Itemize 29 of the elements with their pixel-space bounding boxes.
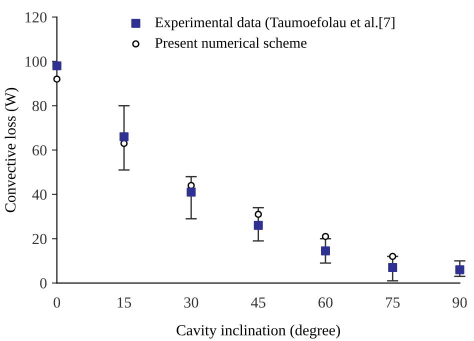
y-axis-title: Convective loss (W) bbox=[4, 88, 19, 212]
point bbox=[254, 210, 262, 218]
point bbox=[455, 265, 464, 274]
x-tick-label: 45 bbox=[250, 297, 266, 308]
point bbox=[388, 263, 398, 272]
point bbox=[52, 61, 62, 70]
y-tick-label: 100 bbox=[26, 56, 47, 67]
point bbox=[254, 220, 263, 230]
x-tick-label: 0 bbox=[54, 297, 60, 308]
point bbox=[53, 75, 61, 83]
x-axis-title: Cavity inclination (degree) bbox=[176, 324, 340, 339]
y-tick-label: 80 bbox=[32, 100, 47, 112]
x-tick-label: 60 bbox=[318, 297, 333, 308]
x-tick-label: 90 bbox=[452, 297, 467, 308]
point bbox=[388, 252, 396, 260]
y-tick-label: 120 bbox=[26, 12, 47, 22]
x-tick-label: 15 bbox=[118, 297, 132, 308]
y-tick-label: 0 bbox=[40, 278, 47, 288]
x-tick-label: 75 bbox=[386, 298, 400, 308]
legend-label: Experimental data (Taumoefolau et al.[7] bbox=[155, 16, 394, 30]
point bbox=[320, 246, 330, 256]
point bbox=[322, 232, 330, 240]
point bbox=[186, 188, 196, 197]
point bbox=[120, 132, 129, 142]
legend-label: Present numerical scheme bbox=[155, 38, 306, 48]
x-tick-label: 30 bbox=[184, 297, 198, 308]
y-tick-label: 40 bbox=[32, 190, 47, 200]
y-tick-label: 20 bbox=[32, 234, 47, 244]
y-tick-label: 60 bbox=[32, 145, 47, 156]
